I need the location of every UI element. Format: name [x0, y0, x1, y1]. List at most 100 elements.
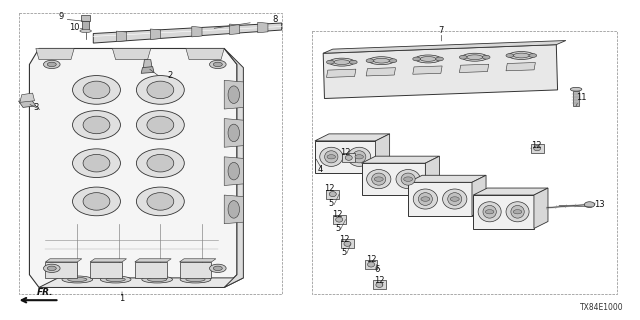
Ellipse shape	[72, 187, 120, 216]
Ellipse shape	[136, 149, 184, 178]
Polygon shape	[186, 49, 224, 60]
Ellipse shape	[367, 170, 391, 189]
Circle shape	[421, 197, 430, 201]
Text: 12: 12	[531, 141, 541, 150]
Circle shape	[213, 266, 222, 270]
Text: 1: 1	[120, 294, 125, 303]
Text: 6: 6	[375, 265, 380, 275]
Ellipse shape	[142, 276, 173, 283]
Circle shape	[413, 57, 420, 61]
Polygon shape	[224, 49, 243, 287]
Ellipse shape	[443, 189, 467, 209]
Text: 7: 7	[438, 27, 444, 36]
Polygon shape	[141, 67, 154, 73]
Circle shape	[209, 264, 226, 272]
Circle shape	[47, 266, 56, 270]
Polygon shape	[90, 259, 127, 262]
Polygon shape	[426, 156, 440, 195]
Text: 12: 12	[374, 276, 385, 285]
Polygon shape	[90, 262, 122, 278]
Circle shape	[513, 210, 522, 214]
Polygon shape	[93, 23, 282, 43]
Bar	[83, 21, 89, 31]
Polygon shape	[408, 175, 486, 182]
Circle shape	[374, 177, 383, 181]
Bar	[312, 31, 617, 294]
Polygon shape	[315, 141, 376, 173]
Polygon shape	[113, 49, 151, 60]
Circle shape	[44, 60, 60, 68]
Polygon shape	[323, 41, 566, 53]
Ellipse shape	[324, 151, 338, 163]
Polygon shape	[373, 280, 386, 289]
Text: 12: 12	[332, 210, 342, 219]
Ellipse shape	[80, 29, 92, 33]
Ellipse shape	[147, 193, 173, 210]
Ellipse shape	[147, 81, 173, 99]
Polygon shape	[326, 190, 339, 198]
Text: TX84E1000: TX84E1000	[580, 303, 623, 312]
Ellipse shape	[513, 53, 529, 58]
Text: 12: 12	[366, 255, 376, 264]
Ellipse shape	[136, 111, 184, 139]
Polygon shape	[179, 262, 211, 278]
Polygon shape	[506, 62, 536, 71]
Ellipse shape	[570, 87, 582, 91]
Ellipse shape	[329, 192, 336, 197]
Ellipse shape	[345, 155, 352, 160]
Text: 5: 5	[335, 224, 340, 233]
Circle shape	[326, 60, 334, 64]
Ellipse shape	[584, 202, 595, 207]
Ellipse shape	[511, 205, 524, 218]
Text: 13: 13	[594, 200, 604, 209]
Polygon shape	[45, 262, 77, 278]
Polygon shape	[365, 260, 378, 269]
Ellipse shape	[180, 276, 211, 283]
Polygon shape	[150, 29, 161, 39]
Polygon shape	[143, 60, 152, 69]
Polygon shape	[135, 262, 167, 278]
Polygon shape	[534, 188, 548, 228]
Text: 12: 12	[324, 184, 335, 193]
Polygon shape	[362, 163, 426, 195]
Circle shape	[213, 62, 222, 67]
Ellipse shape	[83, 193, 110, 210]
Circle shape	[529, 53, 537, 57]
Ellipse shape	[136, 76, 184, 104]
Polygon shape	[323, 45, 557, 99]
Circle shape	[349, 60, 357, 64]
Polygon shape	[224, 157, 243, 186]
Ellipse shape	[413, 189, 438, 209]
Polygon shape	[362, 156, 440, 163]
Circle shape	[209, 60, 226, 68]
Text: 3: 3	[33, 103, 38, 112]
Ellipse shape	[369, 57, 394, 65]
Text: 4: 4	[317, 165, 323, 174]
Polygon shape	[36, 49, 74, 60]
Polygon shape	[413, 66, 442, 74]
Polygon shape	[135, 259, 172, 262]
Polygon shape	[342, 153, 355, 162]
Ellipse shape	[62, 276, 93, 283]
Circle shape	[44, 264, 60, 272]
Polygon shape	[39, 278, 243, 287]
Polygon shape	[472, 175, 486, 216]
Ellipse shape	[462, 53, 488, 61]
Ellipse shape	[100, 276, 131, 283]
Polygon shape	[45, 259, 82, 262]
Circle shape	[436, 57, 444, 61]
Bar	[81, 15, 90, 21]
Polygon shape	[230, 24, 240, 35]
Circle shape	[506, 53, 514, 57]
Circle shape	[327, 155, 335, 159]
Ellipse shape	[186, 277, 205, 282]
Circle shape	[483, 55, 490, 59]
Polygon shape	[326, 69, 356, 77]
Ellipse shape	[448, 193, 462, 205]
Ellipse shape	[147, 155, 173, 172]
Ellipse shape	[420, 57, 436, 61]
Ellipse shape	[372, 173, 386, 185]
Ellipse shape	[68, 277, 87, 282]
Text: FR.: FR.	[37, 288, 54, 297]
Ellipse shape	[478, 202, 501, 222]
